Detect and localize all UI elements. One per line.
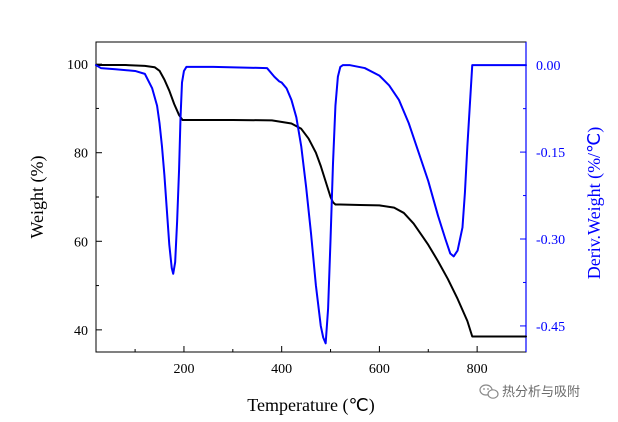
x-tick-label: 800 bbox=[467, 362, 488, 377]
x-axis-ticks: 200 400 600 800 bbox=[134, 346, 488, 377]
y-left-tick-label: 80 bbox=[74, 147, 88, 162]
y-left-tick-label: 60 bbox=[74, 235, 88, 250]
y-left-tick-label: 100 bbox=[67, 58, 88, 73]
wechat-logo-icon bbox=[479, 384, 499, 399]
y-right-axis-title: Deriv.Weight (%/℃) bbox=[584, 127, 605, 280]
series-layer bbox=[95, 64, 527, 345]
watermark-text: 热分析与吸附 bbox=[502, 385, 580, 400]
y-right-tick-label: 0.00 bbox=[536, 59, 561, 74]
x-tick-label: 200 bbox=[173, 362, 194, 377]
watermark: 热分析与吸附 bbox=[479, 384, 580, 400]
x-tick-label: 400 bbox=[271, 362, 292, 377]
x-axis-title: Temperature (℃) bbox=[247, 395, 374, 416]
y-right-tick-label: -0.45 bbox=[536, 320, 565, 335]
weight-line bbox=[95, 64, 527, 338]
x-tick-label: 600 bbox=[369, 362, 390, 377]
deriv-weight-line bbox=[95, 64, 527, 345]
y-left-tick-label: 40 bbox=[74, 324, 88, 339]
y-right-tick-label: -0.15 bbox=[536, 146, 565, 161]
y-left-axis-ticks: 40 60 80 100 bbox=[67, 58, 102, 339]
y-right-tick-label: -0.30 bbox=[536, 233, 565, 248]
y-left-axis-title: Weight (%) bbox=[27, 155, 48, 238]
y-right-axis-ticks: 0.00 -0.15 -0.30 -0.45 bbox=[520, 59, 565, 335]
